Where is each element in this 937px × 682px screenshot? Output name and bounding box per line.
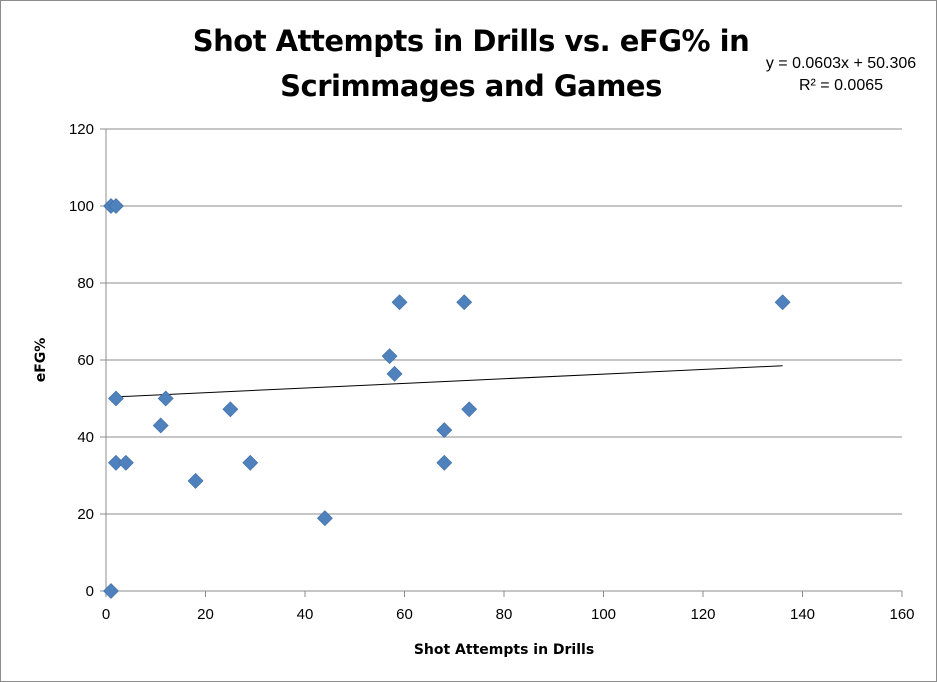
data-point-2	[103, 583, 119, 599]
x-tick-label-100: 100	[591, 606, 616, 623]
x-tick-labels: 0 20 40 60 80 100 120 140 160	[102, 606, 915, 623]
data-point-8	[187, 472, 204, 489]
trendline-group	[110, 365, 783, 398]
x-tick-label-80: 80	[496, 606, 513, 623]
data-point-17	[456, 294, 473, 311]
data-point-12	[381, 348, 398, 365]
x-tick-label-160: 160	[889, 606, 914, 623]
trendline-equation: y = 0.0603x + 50.306	[765, 55, 917, 72]
y-tick-label-0: 0	[86, 583, 94, 600]
data-point-6	[152, 417, 169, 434]
data-point-10	[242, 454, 259, 471]
data-point-3	[108, 390, 124, 407]
trendline-r-squared: R² = 0.0065	[798, 77, 884, 94]
x-tick-label-60: 60	[396, 606, 413, 623]
data-point-18	[461, 401, 478, 418]
data-point-13	[386, 365, 403, 382]
y-tick-label-80: 80	[77, 275, 94, 292]
x-axis-title: Shot Attempts in Drills	[414, 642, 594, 658]
chart-title: Shot Attempts in Drills vs. eFG% in Scri…	[192, 24, 750, 103]
gridlines	[106, 128, 902, 515]
y-tick-label-40: 40	[77, 429, 94, 446]
data-point-19	[774, 294, 791, 311]
y-tick-label-100: 100	[69, 198, 94, 215]
data-point-1	[108, 198, 124, 214]
data-point-5	[117, 454, 134, 471]
y-tick-label-20: 20	[77, 506, 94, 523]
axes	[100, 128, 903, 597]
data-point-7	[157, 390, 174, 407]
x-tick-label-120: 120	[690, 606, 715, 623]
x-tick-label-140: 140	[790, 606, 815, 623]
y-axis-title: eFG%	[33, 338, 49, 383]
y-tick-labels: 0 20 40 60 80 100 120	[69, 121, 94, 600]
x-tick-label-40: 40	[297, 606, 314, 623]
y-tick-label-120: 120	[69, 121, 94, 138]
data-point-14	[391, 294, 408, 311]
y-tick-label-60: 60	[77, 352, 94, 369]
data-point-16	[436, 454, 453, 471]
x-tick-label-0: 0	[102, 606, 110, 623]
data-point-9	[222, 401, 239, 418]
x-tick-label-20: 20	[197, 606, 214, 623]
trendline-equation-label: y = 0.0603x + 50.306 R² = 0.0065	[741, 53, 937, 97]
trendline	[110, 365, 783, 398]
data-points	[103, 198, 791, 599]
data-point-15	[436, 422, 453, 438]
data-point-11	[316, 510, 333, 527]
